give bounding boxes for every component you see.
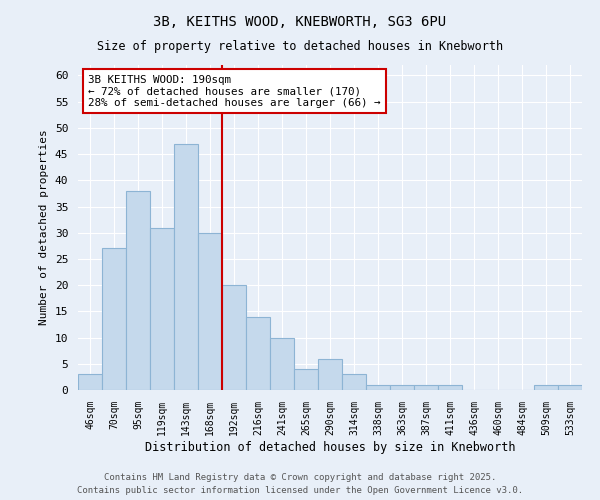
Bar bbox=[102, 248, 126, 390]
Bar bbox=[270, 338, 294, 390]
Bar bbox=[342, 374, 366, 390]
Text: 3B KEITHS WOOD: 190sqm
← 72% of detached houses are smaller (170)
28% of semi-de: 3B KEITHS WOOD: 190sqm ← 72% of detached… bbox=[88, 74, 380, 108]
Text: Contains HM Land Registry data © Crown copyright and database right 2025.
Contai: Contains HM Land Registry data © Crown c… bbox=[77, 474, 523, 495]
Bar bbox=[438, 385, 462, 390]
Bar bbox=[558, 385, 582, 390]
Bar bbox=[534, 385, 558, 390]
Bar bbox=[246, 316, 270, 390]
Bar bbox=[150, 228, 174, 390]
Bar bbox=[174, 144, 198, 390]
Y-axis label: Number of detached properties: Number of detached properties bbox=[39, 130, 49, 326]
Bar bbox=[318, 358, 342, 390]
Bar bbox=[366, 385, 390, 390]
Text: 3B, KEITHS WOOD, KNEBWORTH, SG3 6PU: 3B, KEITHS WOOD, KNEBWORTH, SG3 6PU bbox=[154, 15, 446, 29]
Bar bbox=[78, 374, 102, 390]
Bar bbox=[390, 385, 414, 390]
Bar bbox=[198, 232, 222, 390]
Bar bbox=[414, 385, 438, 390]
Bar bbox=[294, 369, 318, 390]
Bar bbox=[222, 285, 246, 390]
Text: Size of property relative to detached houses in Knebworth: Size of property relative to detached ho… bbox=[97, 40, 503, 53]
X-axis label: Distribution of detached houses by size in Knebworth: Distribution of detached houses by size … bbox=[145, 440, 515, 454]
Bar bbox=[126, 191, 150, 390]
